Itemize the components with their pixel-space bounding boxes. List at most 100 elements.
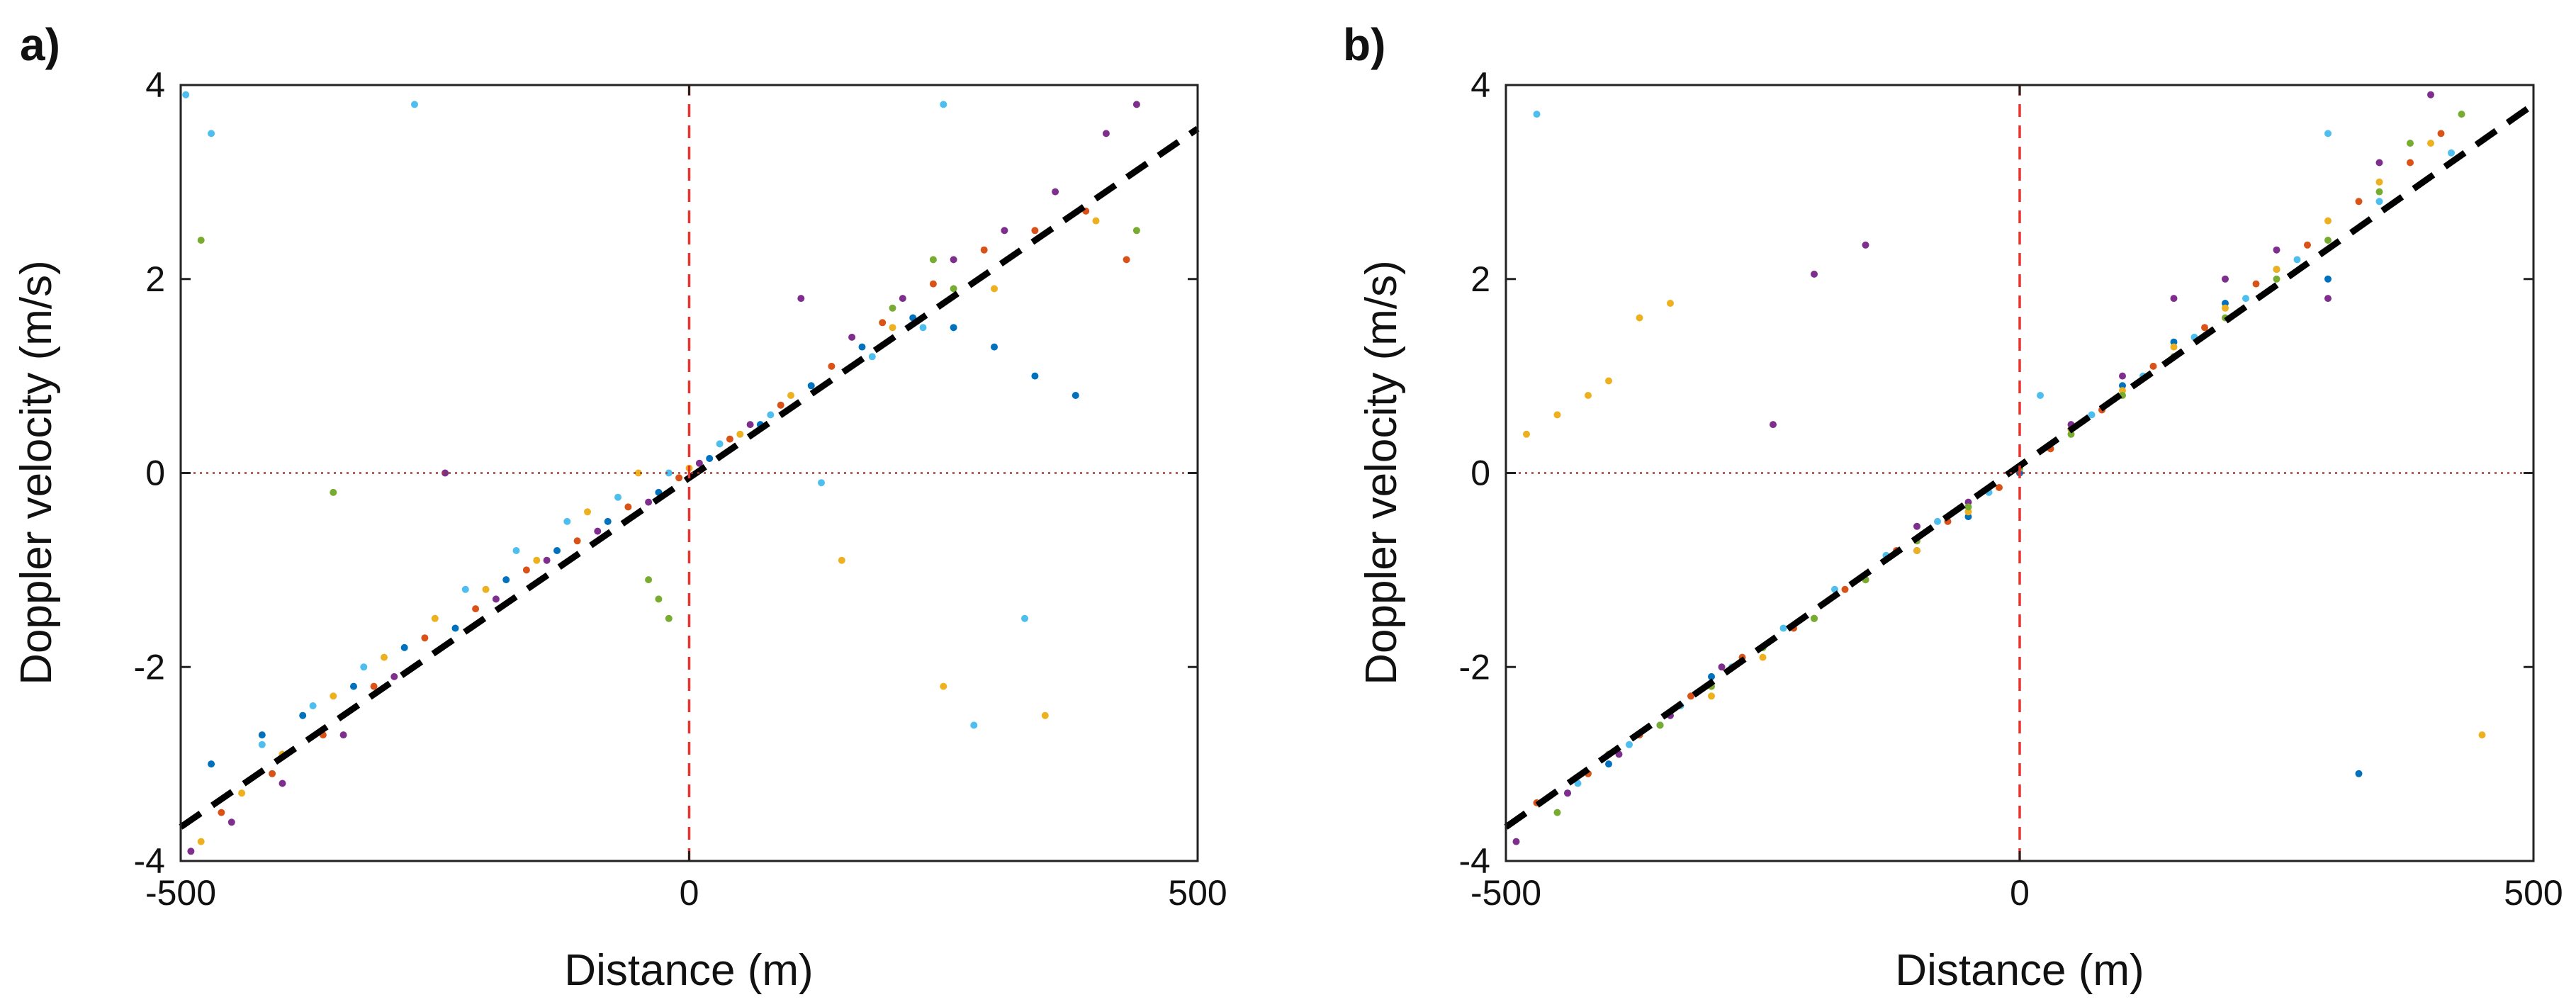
panel-a-series-1-point xyxy=(706,455,714,462)
panel-a-series-2-point xyxy=(370,682,378,690)
panel-b-ticks: -500 0 500 -4 -2 0 2 4 xyxy=(1459,65,2563,913)
panel-b-series-4-point xyxy=(1770,421,1777,429)
panel-b-series-4-point xyxy=(1718,663,1726,671)
panel-b-series-2-point xyxy=(2304,241,2311,249)
panel-a-series-2-point xyxy=(675,474,683,482)
panel-a-series-1-point xyxy=(350,682,357,690)
panel-a-x-tick-label: 500 xyxy=(1168,873,1227,913)
panel-b-series-5-point xyxy=(2324,130,2332,137)
panel-a-series-4-point xyxy=(746,421,754,429)
panel-b-series-2-point xyxy=(2252,280,2260,288)
panel-a-series-4-point xyxy=(441,469,449,477)
panel-a-ticks: -500 0 500 -4 -2 0 2 4 xyxy=(134,65,1227,913)
panel-a-series-3-point xyxy=(584,508,591,516)
panel-b-series-4-point xyxy=(2324,295,2332,303)
panel-b-series-4-point xyxy=(1862,241,1869,249)
panel-b-series-6-point xyxy=(1811,614,1818,622)
panel-b-reference-lines xyxy=(1504,85,2536,861)
panel-a-series-4-point xyxy=(492,595,500,603)
panel-a-series-2-point xyxy=(472,605,480,613)
panel-b-series-2-point xyxy=(2407,159,2414,167)
panel-a-series-2-point xyxy=(777,401,784,409)
panel-b-series-6-point xyxy=(2375,188,2383,196)
panel-a-x-axis-label: Distance (m) xyxy=(564,946,813,995)
panel-b-series-4-point xyxy=(2427,91,2434,98)
panel-a-x-tick-label: -500 xyxy=(145,873,216,913)
panel-a-series-4-point xyxy=(848,333,856,341)
panel-b-series-5-point xyxy=(2242,295,2249,303)
panel-a-series-4-point xyxy=(390,672,398,680)
panel-a-series-3-point xyxy=(238,789,246,797)
panel-a-series-1-point xyxy=(604,517,612,525)
panel-b-series-5-point xyxy=(1779,624,1787,632)
panel-b-series-5-point xyxy=(2088,411,2096,419)
panel-a-series-2-point xyxy=(879,319,887,327)
panel-a-series-5-point xyxy=(1021,614,1028,622)
panel-b-series-5-point xyxy=(2293,256,2301,264)
panel-a-reference-lines xyxy=(179,85,1200,861)
panel-a-series-2-point xyxy=(421,634,429,642)
panel-a-series-4-point xyxy=(594,527,602,535)
panel-a-series-2-point xyxy=(1123,256,1130,264)
panel-a-series-3-point xyxy=(330,692,337,700)
panel-b-series-3-point xyxy=(1913,547,1920,554)
panel-a-series-3-point xyxy=(889,324,896,332)
panel-a-y-tick-label: -4 xyxy=(134,841,165,881)
panel-a-series-2-point xyxy=(624,503,632,511)
panel-b-series-3-point xyxy=(2273,266,2280,274)
panel-a-series-3-point xyxy=(431,614,439,622)
panel-a-series-5-point xyxy=(258,741,266,748)
panel-b-series-3-point xyxy=(1553,411,1561,419)
panel-a-series-1-point xyxy=(299,711,307,719)
panel-b-series-2-point xyxy=(2355,198,2363,206)
panel-b-series-4-point xyxy=(1512,838,1520,845)
panel-a-series-4-point xyxy=(950,256,957,264)
panel-b-series-6-point xyxy=(2324,237,2332,244)
panel-b-data-points xyxy=(1512,91,2486,845)
panel-a-series-1-point xyxy=(400,643,408,651)
panel-a-series-6-point xyxy=(929,256,937,264)
panel-a-y-tick-label: 0 xyxy=(145,454,165,493)
panel-a-series-6-point xyxy=(950,285,957,293)
panel-a-series-4-point xyxy=(543,556,551,564)
panel-b-series-6-point xyxy=(1656,721,1664,729)
panel-a-series-4-point xyxy=(227,818,235,826)
panel-b-series-5-point xyxy=(1626,741,1633,748)
panel-b-series-5-point xyxy=(1533,111,1541,118)
panel-b-series-1-point xyxy=(1605,760,1612,768)
panel-a-series-5-point xyxy=(868,353,876,361)
panel-b-series-3-point xyxy=(2375,178,2383,186)
panel-a-series-5-point xyxy=(665,469,673,477)
panel-b-series-4-point xyxy=(1913,522,1920,530)
panel-b-series-3-point xyxy=(1585,392,1592,399)
panel-a-series-2-point xyxy=(828,362,836,370)
panel-a-label: a) xyxy=(20,19,60,70)
panel-a-series-5-point xyxy=(940,101,947,108)
panel-a-series-3-point xyxy=(991,285,998,293)
panel-a-y-axis-label: Doppler velocity (m/s) xyxy=(12,260,61,685)
panel-a-series-3-point xyxy=(197,838,205,845)
panel-b-series-3-point xyxy=(1964,508,1972,516)
panel-b-y-tick-label: -2 xyxy=(1459,647,1490,687)
panel-a-series-6-point xyxy=(889,304,896,312)
panel-b-series-3-point xyxy=(1708,692,1715,700)
panel-a-series-6-point xyxy=(330,488,337,496)
panel-a-series-1-point xyxy=(807,382,815,390)
panel-a-series-5-point xyxy=(360,663,368,671)
panel-b-series-6-point xyxy=(1964,503,1972,511)
panel-a-series-1-point xyxy=(950,324,957,332)
panel-a-series-3-point xyxy=(533,556,541,564)
panel-b-series-5-point xyxy=(1574,779,1582,787)
panel-b-y-tick-label: 2 xyxy=(1470,259,1490,299)
panel-b-series-2-point xyxy=(1687,692,1694,700)
panel-a-series-2-point xyxy=(1031,227,1039,235)
panel-b: b) -500 0 500 -4 -2 0 2 4 Distance (m) Doppler … xyxy=(1343,19,2563,995)
panel-b-label: b) xyxy=(1343,19,1385,70)
panel-a-series-1-point xyxy=(502,576,510,584)
panel-a-series-5-point xyxy=(461,585,469,593)
panel-a-data-points xyxy=(182,91,1140,855)
panel-a-series-6-point xyxy=(665,614,673,622)
panel-a-series-5-point xyxy=(411,101,418,108)
panel-b-x-tick-label: 0 xyxy=(2010,873,2030,913)
panel-b-series-6-point xyxy=(2407,140,2414,147)
